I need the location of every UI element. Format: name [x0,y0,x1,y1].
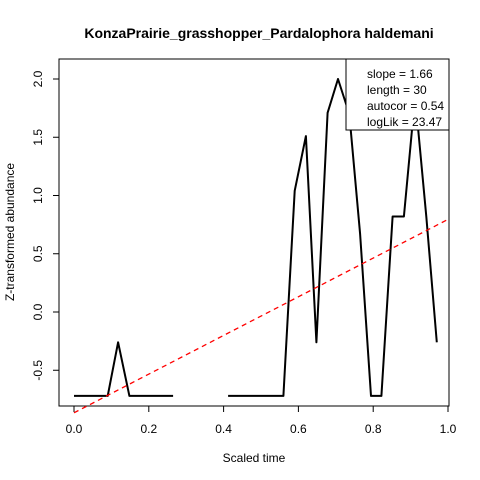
series-layer [73,78,449,414]
legend-entry-length: length = 30 [367,83,427,97]
x-tick-label: 0.6 [290,422,307,436]
y-tick-label: 0.5 [31,245,45,262]
y-tick-label: 1.0 [31,187,45,204]
x-tick-label: 1.0 [440,422,457,436]
chart-title: KonzaPrairie_grasshopper_Pardalophora ha… [84,25,433,41]
legend-entry-autocor: autocor = 0.54 [367,99,444,113]
trend-line [73,218,449,414]
y-axis-label: Z-transformed abundance [3,163,17,301]
legend: slope = 1.66 length = 30 autocor = 0.54 … [345,58,450,131]
legend-entry-slope: slope = 1.66 [367,67,433,81]
y-axis: -0.5 0.0 0.5 1.0 1.5 2.0 [31,70,60,381]
series-segment [74,341,174,397]
abundance-series [74,78,438,397]
trend-line-path [73,218,449,414]
x-tick-label: 0.8 [365,422,382,436]
x-tick-label: 0.2 [140,422,157,436]
y-tick-label: 2.0 [31,70,45,87]
legend-box [345,58,450,131]
x-tick-label: 0.4 [215,422,232,436]
x-axis-label: Scaled time [223,451,286,465]
legend-entry-loglik: logLik = 23.47 [367,115,442,129]
series-segment [228,78,438,397]
x-tick-label: 0.0 [66,422,83,436]
y-tick-label: 1.5 [31,129,45,146]
y-tick-label: -0.5 [31,360,45,381]
x-axis: 0.0 0.2 0.4 0.6 0.8 1.0 [66,405,457,436]
y-tick-label: 0.0 [31,303,45,320]
